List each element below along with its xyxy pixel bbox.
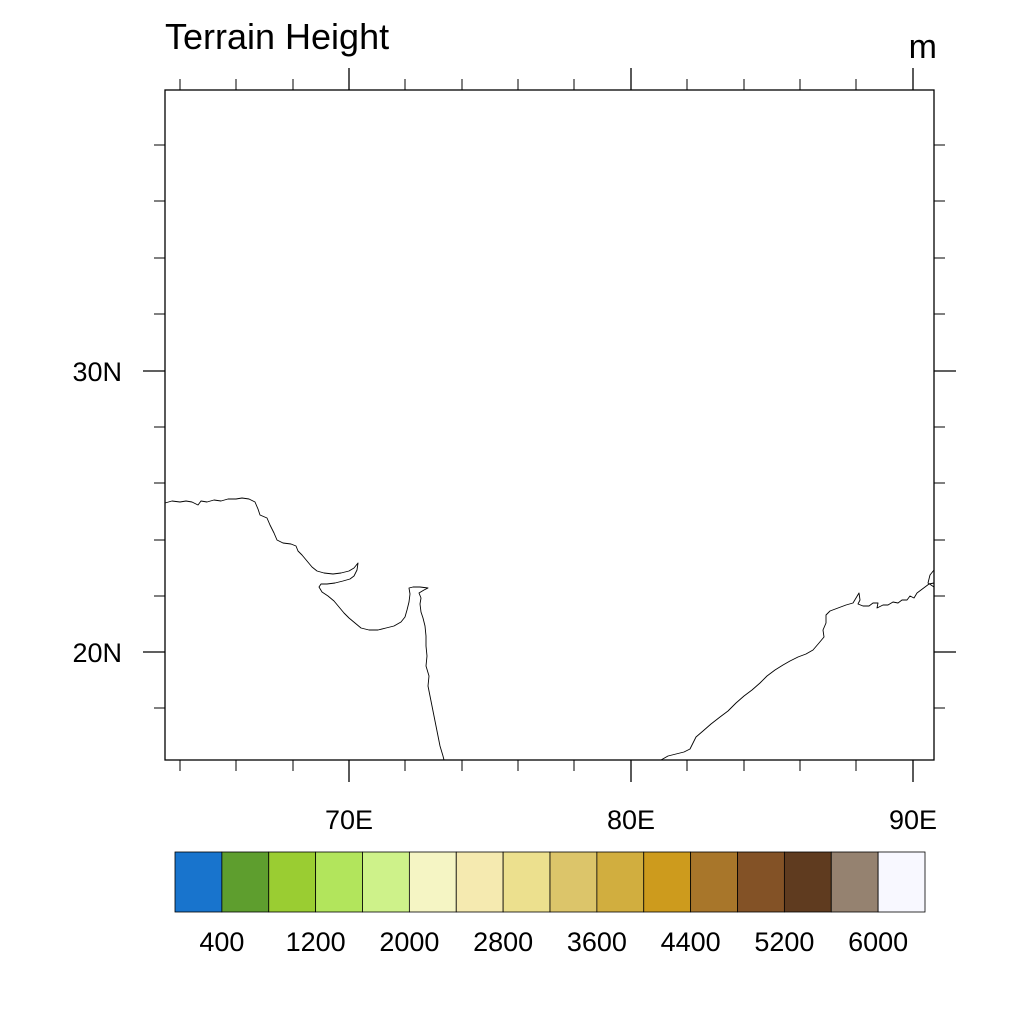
major-ticks: [143, 68, 956, 782]
colorbar-tick-label: 1200: [286, 927, 346, 957]
lon-label-90e: 90E: [889, 805, 937, 835]
colorbar: [174, 851, 926, 913]
colorbar-tick-label: 400: [199, 927, 244, 957]
coastline: [164, 497, 935, 761]
colorbar-box: [596, 851, 645, 913]
plot-title: Terrain Height: [165, 16, 389, 57]
colorbar-tick-label: 2000: [379, 927, 439, 957]
west-coastline: [164, 497, 445, 761]
east-coastline: [660, 582, 935, 761]
colorbar-box: [174, 851, 223, 913]
colorbar-box: [783, 851, 832, 913]
colorbar-box: [268, 851, 317, 913]
colorbar-box: [877, 851, 926, 913]
colorbar-tick-label: 3600: [567, 927, 627, 957]
lon-label-80e: 80E: [607, 805, 655, 835]
colorbar-tick-label: 6000: [848, 927, 908, 957]
east-coast-inlet: [927, 569, 935, 588]
colorbar-box: [408, 851, 457, 913]
colorbar-box: [502, 851, 551, 913]
colorbar-box: [362, 851, 410, 913]
colorbar-tick-label: 2800: [473, 927, 533, 957]
units-label: m: [909, 28, 937, 66]
colorbar-box: [549, 851, 598, 913]
colorbar-box: [221, 851, 270, 913]
colorbar-box: [830, 851, 879, 913]
minor-ticks: [154, 79, 945, 771]
lat-label-20n: 20N: [72, 638, 122, 668]
colorbar-box: [737, 851, 785, 913]
colorbar-tick-label: 4400: [661, 927, 721, 957]
colorbar-box: [690, 851, 738, 913]
colorbar-box: [455, 851, 504, 913]
lat-label-30n: 30N: [72, 357, 122, 387]
colorbar-box: [643, 851, 692, 913]
colorbar-box: [315, 851, 363, 913]
colorbar-tick-labels: 400 1200 2000 2800 3600 4400 5200 6000: [199, 927, 908, 957]
colorbar-tick-label: 5200: [754, 927, 814, 957]
map-frame: [164, 89, 935, 761]
lon-label-70e: 70E: [325, 805, 373, 835]
